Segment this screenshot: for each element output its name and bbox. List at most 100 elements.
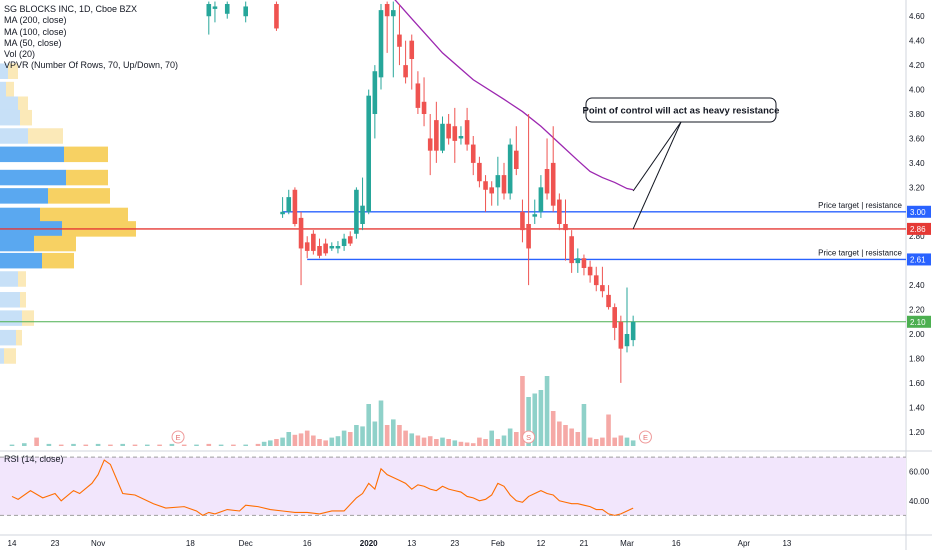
vpvr-bar-up	[0, 292, 20, 308]
event-marker	[171, 430, 185, 444]
volume-bar	[169, 443, 175, 446]
volume-bar	[520, 376, 525, 446]
vpvr-bar-down	[48, 188, 110, 204]
volume-legend[interactable]: Vol (20)	[4, 49, 36, 60]
candle-body	[206, 4, 212, 17]
price-tag-label: 3.00	[910, 208, 926, 217]
price-tag	[907, 205, 931, 218]
rsi-band	[0, 457, 906, 516]
volume-bar	[261, 441, 267, 446]
volume-bar	[434, 439, 439, 446]
time-tick-label: 16	[303, 539, 312, 548]
candle-body	[224, 4, 230, 14]
time-tick-label: Nov	[91, 539, 105, 548]
volume-bar	[120, 443, 125, 446]
volume-bar	[538, 390, 544, 446]
event-marker-label: E	[643, 433, 648, 442]
volume-bar	[489, 430, 494, 446]
vpvr-bar-down	[18, 271, 26, 287]
time-tick-label: 18	[186, 539, 195, 548]
volume-bar	[483, 439, 488, 446]
candle-body	[434, 120, 439, 151]
candle-body	[550, 162, 556, 206]
volume-bar	[470, 443, 476, 446]
volume-bar	[317, 439, 322, 446]
time-tick-label: 12	[536, 539, 545, 548]
volume-bar	[440, 437, 445, 446]
candle-body	[532, 214, 538, 217]
volume-bar	[550, 411, 556, 446]
vpvr-bar-down	[6, 81, 14, 98]
volume-bar	[298, 433, 304, 446]
candle-body	[581, 258, 587, 269]
volume-bar	[157, 444, 162, 446]
candle-body	[606, 294, 611, 308]
volume-bar	[145, 444, 150, 446]
volume-bar	[354, 425, 359, 446]
candle-body	[274, 4, 279, 29]
price-tick-label: 4.40	[909, 37, 925, 46]
candle-body	[384, 4, 390, 17]
volume-bar	[243, 444, 248, 446]
vpvr-bar-down	[28, 128, 63, 144]
time-tick-label: Feb	[491, 539, 505, 548]
volume-bar	[46, 443, 52, 446]
vpvr-legend[interactable]: VPVR (Number Of Rows, 70, Up/Down, 70)	[4, 60, 179, 71]
volume-bar	[335, 436, 341, 446]
volume-bar	[624, 437, 630, 446]
volume-bar	[464, 442, 470, 446]
candle-body	[298, 217, 304, 249]
candle-body	[600, 285, 605, 292]
vpvr-bar-down	[66, 169, 108, 186]
volume-bar	[600, 437, 605, 446]
vpvr-bar-down	[16, 329, 22, 346]
candle-body	[286, 197, 292, 212]
time-tick-label: 21	[579, 539, 588, 548]
volume-bar	[452, 440, 458, 446]
candle-body	[477, 162, 482, 182]
candle-body	[397, 34, 402, 47]
volume-bar	[132, 444, 138, 446]
ma100-legend[interactable]: MA (100, close)	[4, 26, 67, 37]
vpvr-bar-up	[0, 63, 8, 79]
volume-bar	[323, 440, 328, 446]
volume-bar	[22, 443, 27, 446]
ma50-legend[interactable]: MA (50, close)	[4, 37, 62, 48]
price-axis-bg	[906, 0, 932, 550]
volume-bar	[612, 437, 617, 446]
rsi-legend[interactable]: RSI (14, close)	[4, 454, 64, 464]
candle-body	[280, 211, 285, 215]
vpvr-bar-down	[20, 292, 26, 308]
event-marker	[522, 430, 536, 444]
volume-bar	[403, 430, 408, 446]
volume-bar	[391, 419, 396, 446]
volume-bar	[409, 433, 415, 446]
price-tick-label: 2.80	[909, 232, 925, 241]
price-tag	[907, 222, 931, 235]
callout-text: Point of control will act as heavy resis…	[583, 106, 780, 117]
vpvr-bar-up	[0, 252, 42, 269]
volume-bar	[268, 440, 273, 446]
symbol-title[interactable]: SG BLOCKS INC, 1D, Cboe BZX	[4, 4, 138, 14]
volume-bar	[311, 435, 316, 446]
candle-body	[292, 189, 298, 225]
candle-body	[409, 40, 415, 60]
volume-bar	[477, 437, 482, 446]
ma200-legend[interactable]: MA (200, close)	[4, 15, 67, 26]
price-tick-label: 3.60	[909, 134, 925, 143]
candle-body	[526, 224, 531, 249]
event-marker-label: E	[176, 433, 181, 442]
candle-body	[335, 246, 341, 249]
volume-bar	[58, 444, 64, 446]
rsi-tick-label: 40.00	[909, 497, 930, 506]
volume-bar	[329, 437, 335, 446]
level-annotation: Price target | resistance	[818, 201, 902, 210]
vpvr-bar-down	[20, 109, 32, 126]
volume-bar	[593, 439, 599, 446]
indicator-legend: SG BLOCKS INC, 1D, Cboe BZX MA (200, clo…	[4, 4, 178, 72]
volume-bar	[274, 439, 279, 446]
volume-bar	[9, 444, 15, 446]
price-tag-label: 2.61	[910, 255, 926, 264]
volume-bar	[71, 443, 76, 446]
